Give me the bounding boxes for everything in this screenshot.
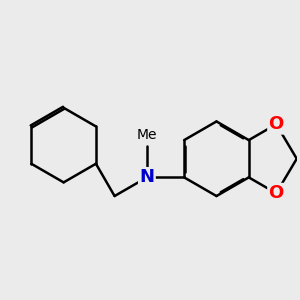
- Text: N: N: [140, 168, 154, 186]
- Text: O: O: [268, 115, 284, 133]
- Text: O: O: [268, 184, 284, 202]
- Text: Me: Me: [136, 128, 157, 142]
